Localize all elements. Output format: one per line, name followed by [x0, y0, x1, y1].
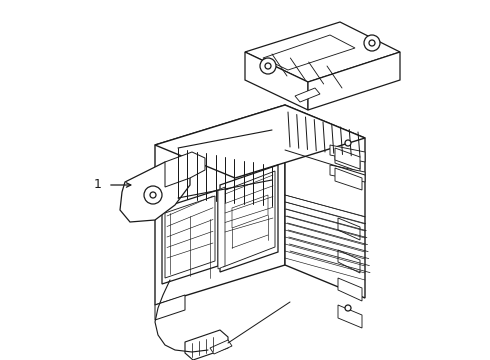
Polygon shape: [285, 105, 365, 298]
Circle shape: [369, 40, 375, 46]
Polygon shape: [155, 295, 185, 320]
Polygon shape: [295, 88, 320, 102]
Polygon shape: [330, 165, 365, 182]
Polygon shape: [120, 162, 190, 222]
Text: 1: 1: [94, 179, 102, 192]
Circle shape: [345, 305, 351, 311]
Polygon shape: [165, 196, 215, 278]
Polygon shape: [223, 171, 275, 267]
Polygon shape: [165, 152, 205, 187]
Polygon shape: [218, 187, 225, 269]
Polygon shape: [338, 305, 362, 328]
Polygon shape: [335, 153, 360, 172]
Polygon shape: [335, 148, 360, 169]
Circle shape: [345, 140, 351, 146]
Polygon shape: [162, 190, 218, 284]
Circle shape: [144, 186, 162, 204]
Polygon shape: [335, 168, 362, 190]
Polygon shape: [338, 278, 362, 301]
Circle shape: [364, 35, 380, 51]
Polygon shape: [220, 165, 278, 272]
Polygon shape: [308, 52, 400, 110]
Polygon shape: [330, 145, 365, 162]
Polygon shape: [263, 35, 355, 70]
Polygon shape: [245, 22, 400, 82]
Polygon shape: [338, 250, 360, 273]
Polygon shape: [232, 195, 268, 228]
Circle shape: [260, 58, 276, 74]
Polygon shape: [338, 218, 360, 240]
Circle shape: [150, 192, 156, 198]
Polygon shape: [210, 340, 232, 354]
Polygon shape: [155, 105, 365, 178]
Polygon shape: [245, 52, 308, 110]
Polygon shape: [155, 105, 285, 305]
Polygon shape: [185, 330, 228, 360]
Circle shape: [265, 63, 271, 69]
